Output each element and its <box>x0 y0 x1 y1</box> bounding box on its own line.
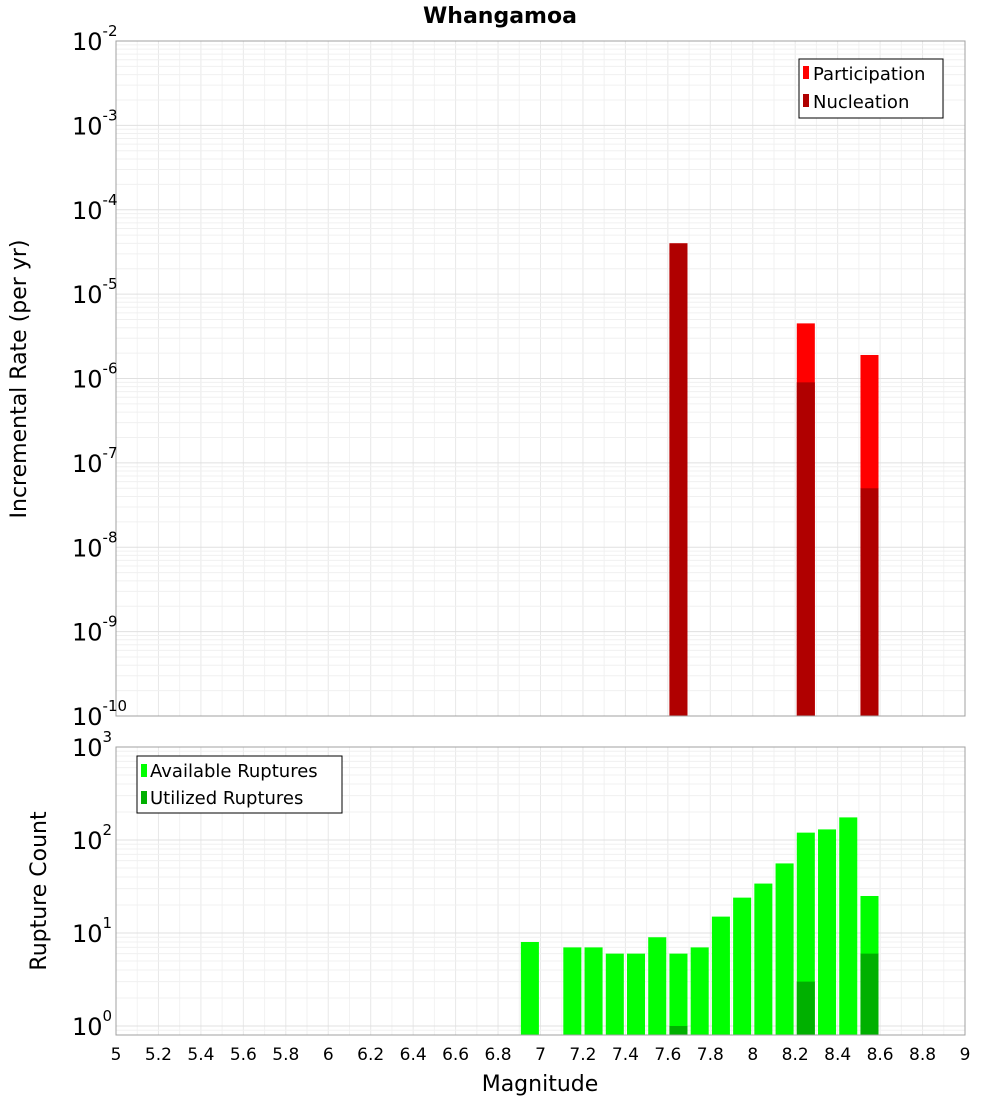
x-tick-label: 7 <box>535 1045 546 1065</box>
top-plot-frame <box>115 40 966 717</box>
y-tick-label: 10-3 <box>72 106 118 140</box>
bar-available-ruptures <box>626 953 646 1035</box>
bottom-legend-box <box>136 755 343 814</box>
bar-available-ruptures <box>605 953 624 1035</box>
y-tick-label: 10-2 <box>72 22 118 56</box>
y-tick-label: 100 <box>72 1007 112 1041</box>
x-tick-label: 9 <box>960 1045 971 1065</box>
bottom-legend: Available Ruptures Utilized Ruptures <box>136 755 343 814</box>
bottom-y-tick-labels: 100 101 102 103 <box>72 728 112 1041</box>
x-tick-label: 8.2 <box>782 1045 809 1065</box>
legend-label-participation: Participation <box>813 64 925 85</box>
x-tick-label: 5.4 <box>187 1045 214 1065</box>
bar-utilized-ruptures <box>860 953 879 1035</box>
bar-available-ruptures <box>775 863 794 1035</box>
bar-available-ruptures <box>563 947 582 1035</box>
bottom-y-axis-title: Rupture Count <box>27 811 52 971</box>
x-tick-label: 5.2 <box>145 1045 172 1065</box>
bar-available-ruptures <box>690 947 709 1035</box>
bar-available-ruptures <box>839 817 858 1035</box>
bar-utilized-ruptures <box>796 981 815 1035</box>
y-tick-label: 10-9 <box>72 613 118 647</box>
y-tick-label: 10-5 <box>72 275 118 309</box>
bar-utilized-ruptures <box>669 1025 688 1035</box>
y-tick-label: 101 <box>72 914 112 948</box>
chart-title: Whangamoa <box>423 4 577 29</box>
x-tick-label: 7.6 <box>654 1045 681 1065</box>
top-legend: Participation Nucleation <box>798 58 944 119</box>
x-tick-label: 8.8 <box>909 1045 936 1065</box>
bar-available-ruptures <box>648 937 667 1035</box>
x-tick-label: 7.2 <box>569 1045 596 1065</box>
bar-nucleation <box>860 488 879 716</box>
x-tick-label: 8.6 <box>867 1045 894 1065</box>
y-tick-label: 10-6 <box>72 360 118 394</box>
bar-available-ruptures <box>733 897 752 1035</box>
x-axis-title: Magnitude <box>482 1072 599 1097</box>
legend-swatch-participation <box>803 66 809 79</box>
bar-available-ruptures <box>584 947 603 1035</box>
y-tick-label: 10-4 <box>72 191 118 225</box>
bar-nucleation <box>669 243 688 717</box>
x-tick-label: 6.8 <box>485 1045 512 1065</box>
legend-label-utilized: Utilized Ruptures <box>150 788 303 809</box>
legend-label-available: Available Ruptures <box>150 761 318 782</box>
bar-available-ruptures <box>520 942 539 1035</box>
x-tick-label: 5.8 <box>272 1045 299 1065</box>
bottom-bars <box>520 817 879 1035</box>
top-y-axis-title: Incremental Rate (per yr) <box>7 240 32 519</box>
x-tick-label: 5 <box>111 1045 122 1065</box>
y-tick-label: 10-10 <box>72 697 127 731</box>
x-tick-label: 5.6 <box>230 1045 257 1065</box>
y-tick-label: 10-7 <box>72 444 118 478</box>
y-tick-label: 10-8 <box>72 528 118 562</box>
x-tick-label: 8.4 <box>824 1045 851 1065</box>
top-grid <box>115 40 966 717</box>
legend-swatch-nucleation <box>803 94 809 107</box>
top-y-tick-labels: 10-10 10-9 10-8 10-7 10-6 10-5 10-4 10-3 10-2 <box>72 22 127 731</box>
x-tick-label: 7.8 <box>697 1045 724 1065</box>
bar-nucleation <box>796 382 815 716</box>
x-tick-labels: 5 5.2 5.4 5.6 5.8 6 6.2 6.4 6.6 6.8 7 7.2 7.4 7.6 7.8 8… <box>111 1045 971 1065</box>
y-tick-label: 102 <box>72 821 112 855</box>
bar-available-ruptures <box>754 883 773 1035</box>
x-tick-label: 6.6 <box>442 1045 469 1065</box>
x-tick-label: 8 <box>747 1045 758 1065</box>
x-tick-label: 6.2 <box>357 1045 384 1065</box>
bar-available-ruptures <box>818 829 837 1035</box>
x-tick-label: 7.4 <box>612 1045 639 1065</box>
x-tick-label: 6.4 <box>400 1045 427 1065</box>
bar-available-ruptures <box>669 953 688 1035</box>
top-legend-box <box>798 58 944 119</box>
y-tick-label: 103 <box>72 728 112 762</box>
legend-swatch-available <box>141 764 147 777</box>
legend-label-nucleation: Nucleation <box>813 92 909 113</box>
legend-swatch-utilized <box>141 791 147 804</box>
bar-available-ruptures <box>711 916 730 1035</box>
bottom-plot-frame <box>115 746 966 1036</box>
x-tick-label: 6 <box>323 1045 334 1065</box>
top-bars <box>669 243 879 717</box>
